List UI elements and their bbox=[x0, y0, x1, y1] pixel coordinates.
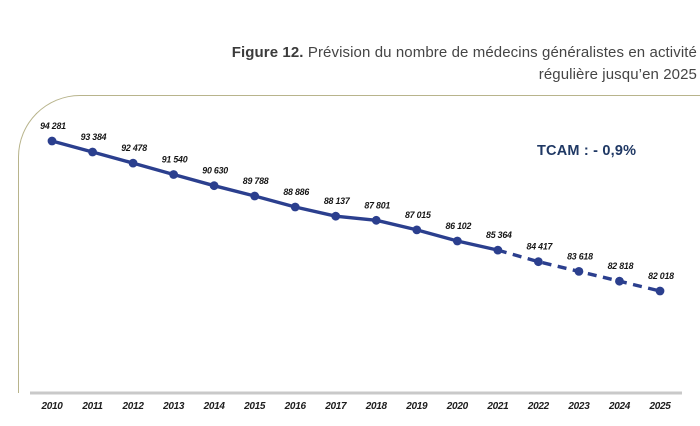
year-label-2013: 2013 bbox=[162, 401, 185, 412]
value-label-2016: 88 886 bbox=[283, 187, 309, 197]
data-point-2019 bbox=[412, 225, 422, 235]
value-label-2010: 94 281 bbox=[40, 121, 66, 131]
data-point-2024 bbox=[615, 276, 624, 286]
year-label-2024: 2024 bbox=[608, 401, 631, 412]
year-label-2016: 2016 bbox=[284, 401, 307, 412]
year-label-2022: 2022 bbox=[527, 401, 550, 412]
value-label-2024: 82 818 bbox=[608, 261, 634, 271]
value-label-2022: 84 417 bbox=[527, 242, 554, 252]
data-point-2015 bbox=[250, 191, 260, 201]
data-point-2014 bbox=[209, 181, 219, 191]
data-point-2022 bbox=[534, 257, 543, 267]
year-label-2021: 2021 bbox=[486, 401, 509, 412]
value-label-2025: 82 018 bbox=[648, 271, 674, 281]
figure-title-line1: Prévision du nombre de médecins générali… bbox=[303, 44, 697, 61]
value-label-2017: 88 137 bbox=[324, 196, 351, 206]
year-label-2018: 2018 bbox=[365, 401, 388, 412]
year-label-2015: 2015 bbox=[243, 401, 266, 412]
value-label-2015: 89 788 bbox=[243, 176, 269, 186]
value-label-2019: 87 015 bbox=[405, 210, 431, 220]
data-point-2018 bbox=[371, 215, 381, 225]
year-label-2017: 2017 bbox=[324, 401, 347, 412]
value-label-2012: 92 478 bbox=[121, 143, 147, 153]
value-label-2011: 93 384 bbox=[81, 132, 107, 142]
value-label-2018: 87 801 bbox=[364, 200, 390, 210]
year-label-2025: 2025 bbox=[648, 401, 671, 412]
value-label-2021: 85 364 bbox=[486, 230, 512, 240]
year-label-2019: 2019 bbox=[405, 401, 428, 412]
data-point-2017 bbox=[331, 211, 341, 221]
data-point-2012 bbox=[128, 158, 138, 168]
data-point-2016 bbox=[290, 202, 300, 212]
value-label-2013: 91 540 bbox=[162, 155, 188, 165]
tcam-annotation: TCAM : - 0,9% bbox=[537, 143, 637, 159]
year-label-2014: 2014 bbox=[203, 401, 226, 412]
value-label-2023: 83 618 bbox=[567, 251, 593, 261]
year-label-2010: 2010 bbox=[40, 401, 63, 412]
figure-title-line2: régulière jusqu’en 2025 bbox=[538, 65, 697, 83]
series-line-solid bbox=[50, 139, 500, 252]
figure-number-label: Figure 12. bbox=[231, 44, 304, 61]
data-point-2011 bbox=[88, 147, 97, 157]
value-label-2014: 90 630 bbox=[202, 166, 228, 176]
year-label-2011: 2011 bbox=[81, 401, 103, 412]
data-point-2010 bbox=[47, 136, 57, 146]
year-label-2020: 2020 bbox=[446, 401, 469, 412]
year-label-2023: 2023 bbox=[567, 401, 590, 412]
data-point-2025 bbox=[655, 286, 665, 296]
figure-title: Figure 12. Prévision du nombre de médeci… bbox=[197, 42, 697, 85]
data-point-2023 bbox=[574, 267, 584, 276]
data-point-2021 bbox=[493, 245, 503, 255]
year-label-2012: 2012 bbox=[122, 401, 145, 412]
data-point-2020 bbox=[452, 236, 462, 246]
value-label-2020: 86 102 bbox=[445, 221, 471, 231]
data-point-2013 bbox=[169, 170, 179, 179]
